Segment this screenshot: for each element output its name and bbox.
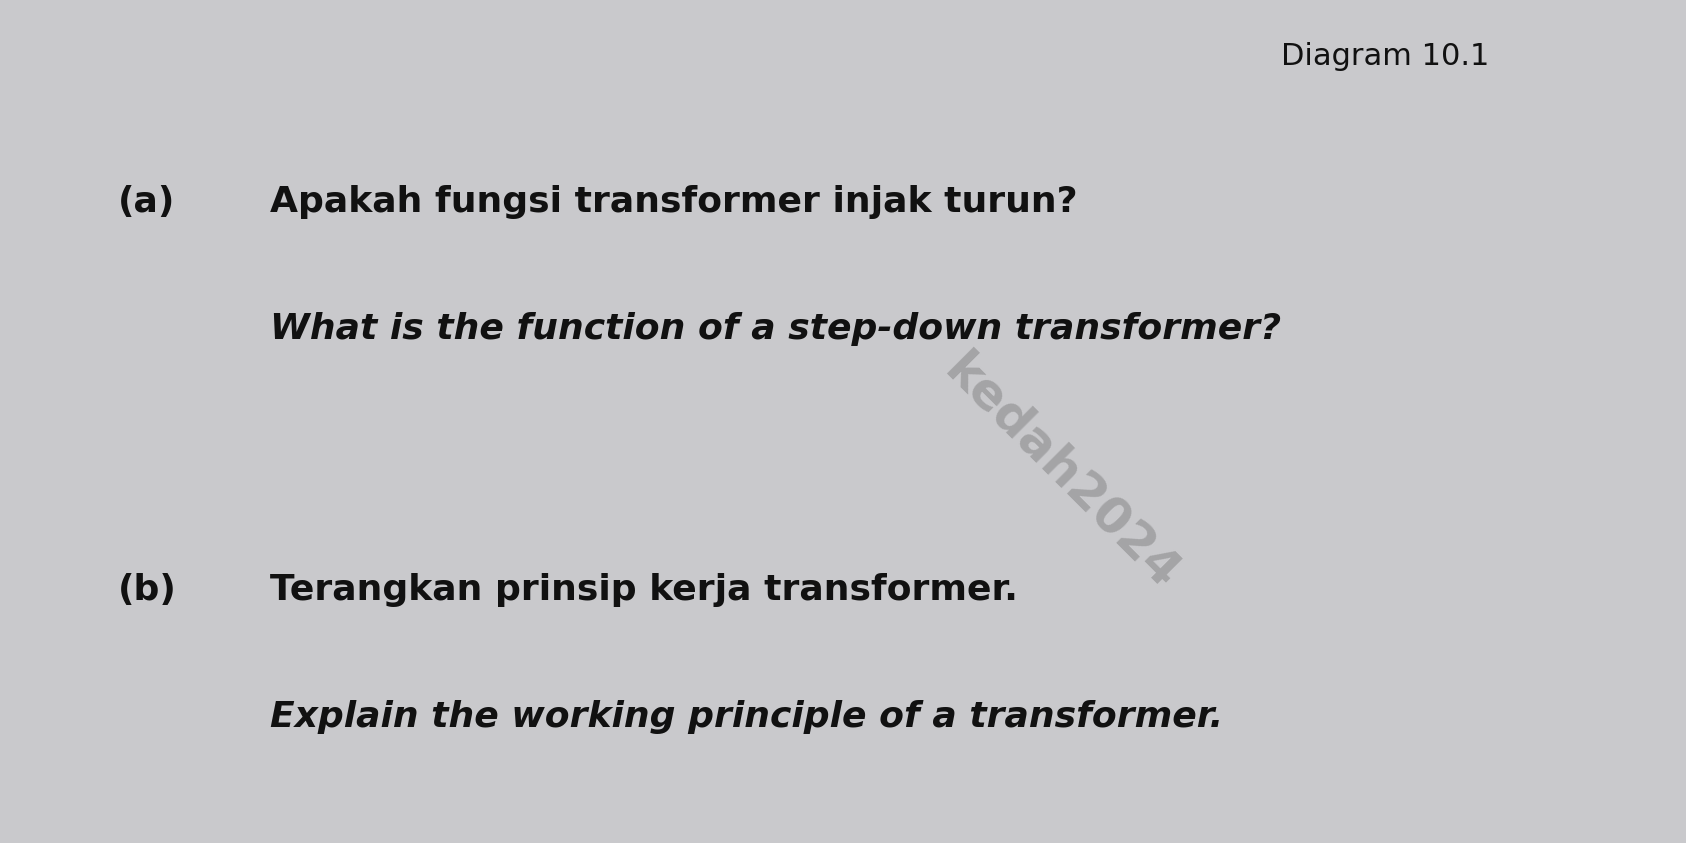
Text: Explain the working principle of a transformer.: Explain the working principle of a trans… — [270, 700, 1222, 733]
Text: Apakah fungsi transformer injak turun?: Apakah fungsi transformer injak turun? — [270, 185, 1077, 219]
Text: Terangkan prinsip kerja transformer.: Terangkan prinsip kerja transformer. — [270, 573, 1018, 607]
Text: What is the function of a step-down transformer?: What is the function of a step-down tran… — [270, 312, 1281, 346]
Text: Diagram 10.1: Diagram 10.1 — [1281, 42, 1490, 71]
Text: (a): (a) — [118, 185, 175, 219]
Text: (b): (b) — [118, 573, 177, 607]
Text: kedah2024: kedah2024 — [936, 346, 1189, 599]
